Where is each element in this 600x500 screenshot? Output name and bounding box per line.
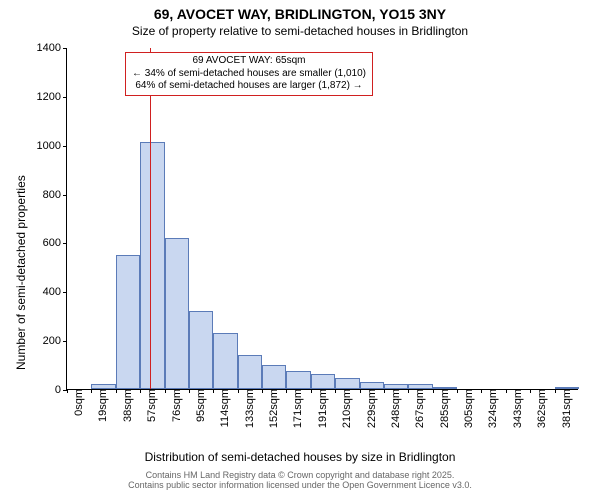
histogram-bar: [360, 382, 384, 389]
x-tick-label: 95sqm: [189, 389, 207, 422]
y-tick-label: 1200: [37, 91, 67, 103]
histogram-bar: [165, 238, 189, 389]
x-tick-label: 343sqm: [506, 389, 524, 428]
histogram-bar: [238, 355, 262, 389]
y-tick-label: 400: [43, 286, 67, 298]
histogram-bar: [408, 384, 432, 389]
x-tick-label: 267sqm: [408, 389, 426, 428]
histogram-bar: [286, 371, 310, 389]
annotation-line: ← 34% of semi-detached houses are smalle…: [132, 68, 366, 81]
histogram-bar: [189, 311, 213, 389]
annotation-line: 64% of semi-detached houses are larger (…: [132, 80, 366, 93]
x-tick-label: 324sqm: [481, 389, 499, 428]
x-tick-label: 0sqm: [67, 389, 85, 416]
footer-line-2: Contains public sector information licen…: [0, 480, 600, 490]
y-tick-label: 600: [43, 237, 67, 249]
x-tick-label: 362sqm: [530, 389, 548, 428]
histogram-plot: 02004006008001000120014000sqm19sqm38sqm5…: [66, 48, 578, 390]
histogram-bar: [555, 387, 579, 389]
histogram-bar: [116, 255, 140, 389]
x-tick-label: 229sqm: [360, 389, 378, 428]
x-tick-label: 114sqm: [213, 389, 231, 427]
property-marker-line: [150, 48, 151, 389]
y-tick-label: 800: [43, 189, 67, 201]
y-tick-label: 200: [43, 335, 67, 347]
footer-line-1: Contains HM Land Registry data © Crown c…: [0, 470, 600, 480]
histogram-bar: [140, 142, 164, 389]
y-tick-label: 0: [55, 384, 67, 396]
x-tick-label: 152sqm: [262, 389, 280, 428]
x-tick-label: 133sqm: [238, 389, 256, 428]
x-tick-label: 285sqm: [433, 389, 451, 428]
x-tick-label: 305sqm: [457, 389, 475, 428]
x-tick-label: 381sqm: [555, 389, 573, 428]
x-tick-label: 191sqm: [311, 389, 329, 428]
footer: Contains HM Land Registry data © Crown c…: [0, 470, 600, 490]
histogram-bar: [335, 378, 359, 389]
y-tick-label: 1000: [37, 140, 67, 152]
subtitle: Size of property relative to semi-detach…: [0, 24, 600, 38]
title: 69, AVOCET WAY, BRIDLINGTON, YO15 3NY: [0, 6, 600, 22]
x-tick-label: 19sqm: [91, 389, 109, 422]
y-axis-label: Number of semi-detached properties: [14, 175, 28, 370]
histogram-bar: [91, 384, 115, 389]
histogram-bar: [384, 384, 408, 389]
x-tick-label: 210sqm: [335, 389, 353, 428]
histogram-bar: [433, 387, 457, 389]
annotation-line: 69 AVOCET WAY: 65sqm: [132, 55, 366, 68]
annotation-box: 69 AVOCET WAY: 65sqm← 34% of semi-detach…: [125, 52, 373, 96]
x-tick-label: 38sqm: [116, 389, 134, 422]
x-tick-label: 76sqm: [165, 389, 183, 422]
histogram-bar: [311, 374, 335, 389]
x-tick-label: 248sqm: [384, 389, 402, 428]
x-tick-label: 171sqm: [286, 389, 304, 428]
histogram-bar: [262, 365, 286, 389]
x-axis-label: Distribution of semi-detached houses by …: [0, 450, 600, 464]
x-tick-label: 57sqm: [140, 389, 158, 422]
histogram-bar: [213, 333, 237, 389]
y-tick-label: 1400: [37, 42, 67, 54]
